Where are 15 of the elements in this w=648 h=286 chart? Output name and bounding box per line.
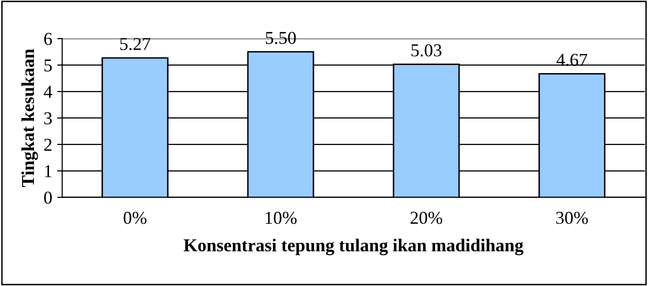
x-tick-label: 30% [556, 212, 588, 224]
y-tick-label: 4 [44, 86, 52, 98]
y-tick-label: 6 [44, 32, 52, 46]
data-label: 5.27 [120, 38, 150, 50]
data-label: 5.03 [412, 44, 442, 57]
y-tick-label: 2 [44, 138, 52, 151]
x-tick-label: 10% [266, 212, 297, 224]
x-tick-label: 0% [124, 212, 146, 224]
y-axis-title: Tingkat kesukaan [21, 48, 38, 188]
x-tick-label: 20% [410, 212, 442, 224]
y-tick-label: 1 [45, 165, 52, 178]
x-axis-title: Konsentrasi tepung tulang ikan madidihang [184, 238, 524, 256]
y-tick-label: 0 [44, 192, 52, 204]
y-tick-label: 3 [44, 112, 52, 124]
y-tick-label: 5 [44, 60, 52, 72]
